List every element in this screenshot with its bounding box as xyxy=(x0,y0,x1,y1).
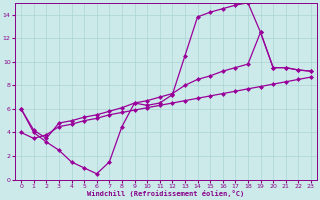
X-axis label: Windchill (Refroidissement éolien,°C): Windchill (Refroidissement éolien,°C) xyxy=(87,190,245,197)
